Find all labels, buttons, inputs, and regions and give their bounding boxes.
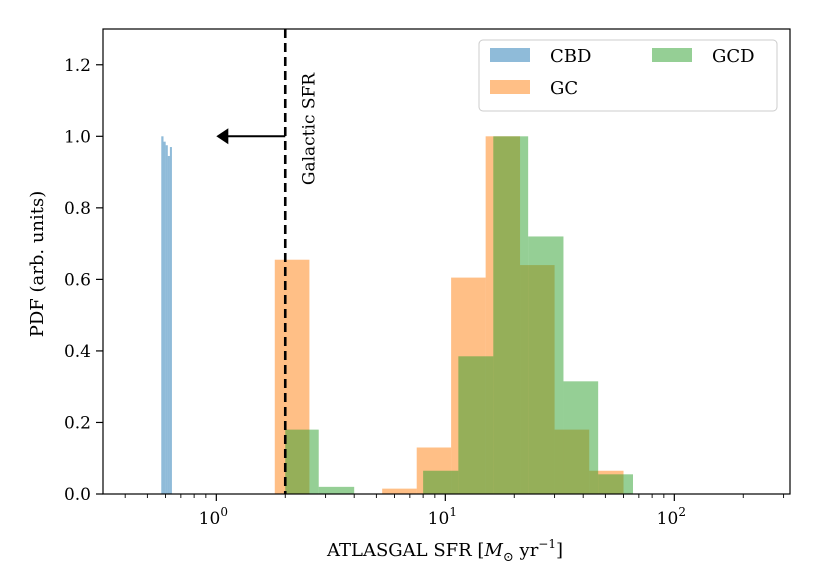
y-tick-label: 0.6 bbox=[64, 270, 91, 290]
y-tick-label: 1.0 bbox=[64, 127, 91, 147]
legend-label-gc: GC bbox=[550, 78, 578, 99]
x-tick-label: 100 bbox=[199, 505, 228, 529]
legend-swatch-cbd bbox=[490, 48, 530, 62]
x-axis-label: ATLASGAL SFR [M⊙ yr−1] bbox=[326, 537, 563, 565]
bar-gcd-7 bbox=[598, 474, 633, 494]
legend-box bbox=[478, 39, 778, 112]
legend-swatch-gcd bbox=[652, 48, 692, 62]
bar-cbd-4 bbox=[169, 147, 172, 495]
legend-swatch-gc bbox=[490, 80, 530, 94]
bar-gcd-5 bbox=[528, 236, 564, 494]
x-tick-label: 101 bbox=[428, 505, 457, 529]
y-axis-label: PDF (arb. units) bbox=[27, 191, 48, 338]
legend: CBD GC GCD bbox=[478, 39, 778, 112]
y-tick-label: 0.0 bbox=[64, 485, 91, 505]
galactic-sfr-label: Galactic SFR bbox=[299, 72, 319, 185]
histogram-bars bbox=[161, 136, 633, 495]
bar-gc-1 bbox=[382, 488, 417, 494]
y-tick-label: 0.2 bbox=[64, 413, 91, 433]
bar-gcd-3 bbox=[458, 356, 494, 494]
x-axis-ticks: 100 101 102 bbox=[124, 494, 785, 529]
bar-gcd-0 bbox=[285, 429, 319, 494]
plot-frame bbox=[102, 28, 791, 495]
y-tick-label: 1.2 bbox=[64, 56, 91, 76]
bar-cbd-3 bbox=[167, 155, 170, 494]
y-axis-ticks: 0.0 0.2 0.4 0.6 0.8 1.0 1.2 bbox=[64, 56, 103, 505]
y-tick-label: 0.8 bbox=[64, 199, 91, 219]
legend-label-gcd: GCD bbox=[712, 46, 755, 67]
x-tick-label: 102 bbox=[657, 505, 686, 529]
bar-gcd-1 bbox=[318, 486, 355, 494]
y-tick-label: 0.4 bbox=[64, 342, 91, 362]
bar-gcd-4 bbox=[493, 136, 529, 495]
legend-label-cbd: CBD bbox=[550, 46, 591, 67]
bar-cbd-1 bbox=[163, 141, 166, 494]
bar-gcd-6 bbox=[563, 381, 599, 494]
bar-gcd-2 bbox=[423, 470, 459, 494]
galactic-sfr-arrowhead bbox=[216, 128, 229, 145]
bar-cbd-2 bbox=[165, 145, 168, 494]
bar-cbd-0 bbox=[161, 136, 164, 495]
